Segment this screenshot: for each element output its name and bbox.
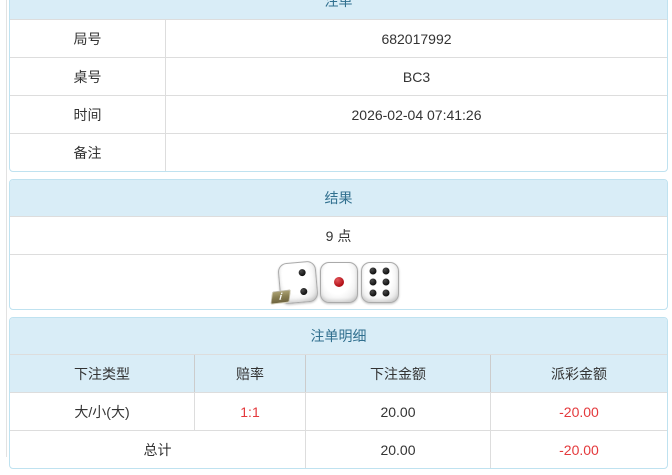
column-header-bet-amount: 下注金额: [306, 355, 491, 392]
time-value: 2026-02-04 07:41:26: [351, 106, 482, 123]
column-header-payout: 派彩金额: [551, 365, 607, 382]
dice-row: i: [10, 255, 667, 309]
round-number-label: 局号: [10, 20, 166, 57]
page-left-divider: [6, 0, 7, 457]
bet-slip-title: 注单: [10, 0, 667, 20]
table-row-round-number: 局号 682017992: [10, 20, 667, 58]
die-pip: [299, 287, 308, 295]
bet-type-value: 大/小(大): [10, 393, 195, 430]
bet-details-panel: 注单明细 下注类型 赔率 下注金额 派彩金额 大/小(大) 1:1 20.00 …: [9, 317, 668, 469]
details-header-row: 下注类型 赔率 下注金额 派彩金额: [10, 355, 667, 393]
die-pip: [369, 289, 377, 297]
remark-label: 备注: [10, 134, 166, 171]
table-row-time: 时间 2026-02-04 07:41:26: [10, 96, 667, 134]
table-row-table-number: 桌号 BC3: [10, 58, 667, 96]
die-pip: [369, 267, 377, 275]
total-label: 总计: [10, 431, 306, 468]
bet-slip-panel: 注单 局号 682017992 桌号 BC3 时间 2026-02-04 07:…: [9, 0, 668, 172]
die-2-icon: i: [269, 259, 319, 305]
table-number-value: BC3: [402, 68, 431, 85]
die-pip: [382, 267, 390, 275]
payout-value: -20.00: [559, 403, 599, 420]
bet-amount-value: 20.00: [306, 393, 491, 430]
table-number-label: 桌号: [10, 58, 166, 95]
die-pip: [297, 268, 306, 277]
die-6-icon: [360, 261, 399, 303]
table-row-remark: 备注: [10, 134, 667, 171]
table-row-bet: 大/小(大) 1:1 20.00 -20.00: [10, 393, 667, 431]
info-icon[interactable]: i: [269, 288, 291, 305]
bet-record-page: 注单 局号 682017992 桌号 BC3 时间 2026-02-04 07:…: [9, 0, 668, 469]
odds-value: 1:1: [195, 393, 306, 430]
column-header-odds: 赔率: [195, 355, 306, 392]
remark-value: [166, 134, 667, 171]
die-pip: [369, 278, 377, 286]
die-1-icon: [319, 261, 358, 303]
bet-details-title: 注单明细: [10, 318, 667, 355]
table-row-total: 总计 20.00 -20.00: [10, 431, 667, 468]
time-label: 时间: [10, 96, 166, 133]
round-number-value: 682017992: [381, 30, 452, 47]
result-title: 结果: [10, 180, 667, 217]
die-pip: [333, 277, 344, 287]
die-pip: [382, 289, 390, 297]
die-pip: [382, 278, 390, 286]
total-bet-amount: 20.00: [306, 431, 491, 468]
result-points: 9 点: [10, 217, 667, 255]
total-payout: -20.00: [559, 441, 599, 458]
column-header-bet-type: 下注类型: [10, 355, 195, 392]
result-panel: 结果 9 点 i: [9, 179, 668, 310]
